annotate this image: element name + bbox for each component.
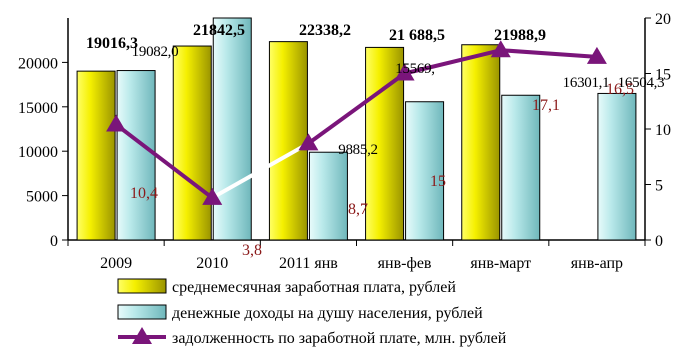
data-label-salary: 19016,3 [86,35,138,52]
labels: 19016,3 21842,5 22338,2 21 688,5 21988,9 1908… [86,22,665,259]
bar-income [212,17,252,241]
left-tick-label: 15000 [18,100,58,117]
bar-income [597,92,637,241]
line-marker [298,133,319,151]
line-segment [307,71,406,146]
left-tick-label: 10000 [18,144,58,161]
x-tick-label: 2011 янв [279,255,338,272]
line-marker [202,187,223,205]
right-tick-label: 10 [655,122,671,139]
data-label-debt: 10,4 [130,185,158,202]
right-tick-label: 0 [655,233,663,250]
data-label-salary: 22338,2 [299,22,351,39]
line-segment [404,48,502,76]
data-label-debt: 17,1 [532,97,560,114]
data-label-debt: 8,7 [348,201,368,218]
data-label-debt: 15 [430,173,446,190]
bar-income [308,151,348,241]
x-tick-label: 2010 [196,255,228,272]
bar-salary [172,45,212,241]
x-tick-label: янв-фев [378,255,432,272]
line-segment [500,48,598,59]
bar-income [116,70,156,241]
data-label-income: 9885,2 [338,142,377,158]
x-tick-label: янв-апр [571,255,623,272]
line-marker [490,40,511,58]
left-tick-label: 5000 [26,189,58,206]
bar-income [405,101,445,241]
data-label-debt: 3,8 [242,242,262,259]
axes: 0 5000 10000 15000 20000 0 5 10 15 20 2009 2010 2011… [18,11,671,272]
x-tick-label: 2009 [100,255,132,272]
left-tick-label: 0 [50,233,58,250]
x-tick-label: янв-март [470,255,531,272]
line-marker [106,114,127,132]
data-label-salary: 21 688,5 [389,27,445,44]
right-tick-label: 5 [655,178,663,195]
legend-swatch-debt-marker [132,327,152,344]
right-tick-label: 15 [655,67,671,84]
legend-label-salary: среднемесячная заработная плата, рублей [172,279,456,296]
legend-label-debt: задолженность по заработной плате, млн. … [172,330,507,347]
legend-swatch-income [117,304,167,320]
legend-swatch-salary [117,278,167,294]
data-label-income: 15569, [395,61,434,77]
right-tick-label: 20 [655,11,671,28]
bar-salary [76,70,116,241]
data-label-income: 16301,1 [563,75,610,91]
legend-label-income: денежные доходы на душу населения, рубле… [172,305,483,322]
data-label-salary: 21842,5 [193,22,245,39]
bar-income [501,94,541,241]
bars [76,17,637,241]
bar-salary [268,41,308,241]
data-label-income: 16504,3 [618,75,665,91]
data-label-income: 19082,0 [132,44,179,60]
bar-salary [461,44,501,241]
line-layer [106,40,607,205]
line-marker [586,46,607,64]
line-segment-gap [211,141,310,200]
data-label-debt: 16,5 [606,81,634,98]
legend: среднемесячная заработная плата, рублей д… [117,278,507,347]
line-segment [114,122,214,200]
data-label-salary: 21988,9 [494,27,546,44]
line-marker [394,63,415,81]
left-tick-label: 20000 [18,55,58,72]
